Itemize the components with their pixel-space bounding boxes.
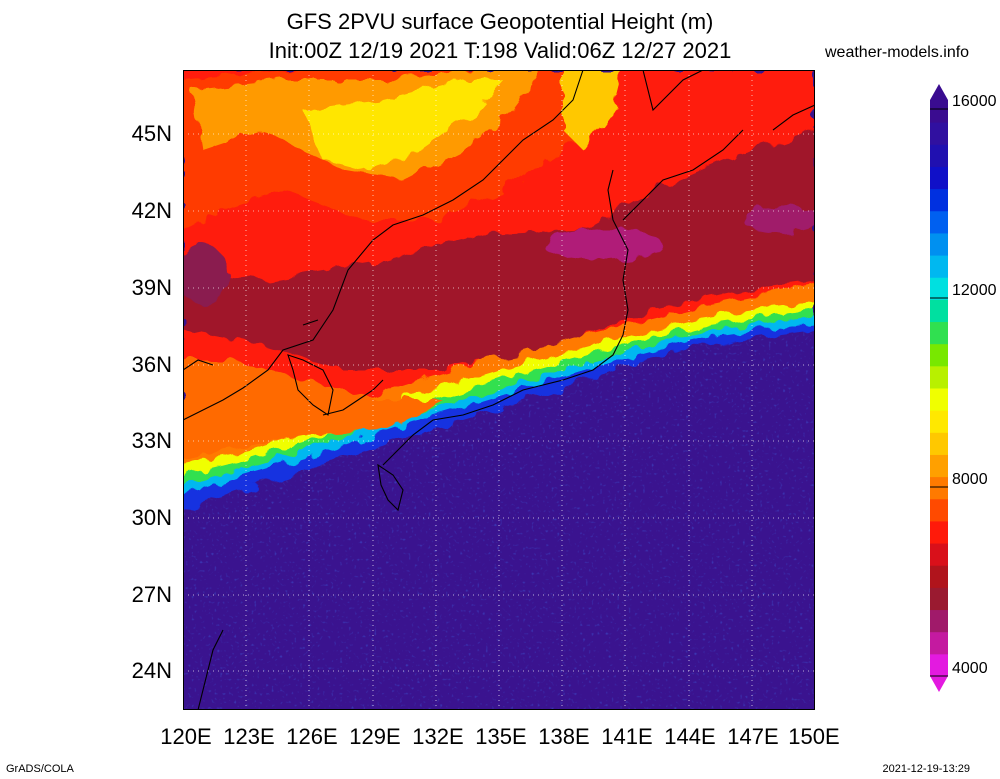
- grid: [183, 70, 815, 710]
- colorbar-swatch: [930, 432, 948, 455]
- map-frame: [183, 70, 815, 710]
- y-tick-label: 45N: [131, 121, 172, 146]
- x-tick-label: 150E: [788, 724, 840, 749]
- colorbar-swatch: [930, 365, 948, 389]
- footer-timestamp: 2021-12-19-13:29: [882, 763, 970, 775]
- x-tick-label: 138E: [538, 724, 590, 749]
- y-tick-label: 42N: [131, 198, 172, 223]
- colorbar-label: 16000: [952, 93, 997, 110]
- colorbar-swatch: [930, 653, 948, 677]
- colorbar: [930, 84, 948, 692]
- colorbar-swatch: [930, 232, 948, 256]
- y-tick-label: 33N: [131, 428, 172, 453]
- colorbar-arrow-top: [930, 84, 948, 100]
- y-tick-label: 27N: [131, 582, 172, 607]
- colorbar-label: 4000: [952, 660, 988, 677]
- colorbar-swatch: [930, 343, 948, 367]
- colorbar-swatch: [930, 498, 948, 522]
- magenta-patch-west: [183, 245, 228, 305]
- colorbar-swatch: [930, 188, 948, 212]
- x-tick-label: 126E: [286, 724, 338, 749]
- colorbar-swatch: [930, 277, 948, 300]
- colorbar-swatch: [930, 520, 948, 544]
- y-tick-label: 39N: [131, 275, 172, 300]
- x-tick-label: 144E: [664, 724, 716, 749]
- colorbar-swatch: [930, 454, 948, 478]
- colorbar-swatch: [930, 166, 948, 190]
- colorbar-swatch: [930, 122, 948, 145]
- chart-title: GFS 2PVU surface Geopotential Height (m): [286, 9, 714, 34]
- site-label: weather-models.info: [825, 44, 970, 61]
- y-tick-label: 36N: [131, 352, 172, 377]
- x-tick-label: 132E: [412, 724, 464, 749]
- map-panel[interactable]: [183, 70, 815, 710]
- x-tick-label: 135E: [475, 724, 527, 749]
- colorbar-label: 12000: [952, 282, 997, 299]
- colorbar-swatch: [930, 565, 948, 588]
- colorbar-label: 8000: [952, 471, 988, 488]
- magenta-patch: [543, 229, 663, 261]
- colorbar-swatch: [930, 609, 948, 633]
- colorbar-swatch: [930, 321, 948, 345]
- northern-yellow-streak: [563, 70, 623, 150]
- northern-yellow-jet: [303, 80, 503, 170]
- footer-software: GrADS/COLA: [6, 763, 74, 775]
- x-tick-label: 141E: [601, 724, 653, 749]
- geopotential-field: [183, 70, 815, 710]
- x-tick-label: 120E: [160, 724, 212, 749]
- colorbar-swatch: [930, 476, 948, 500]
- x-tick-label: 129E: [349, 724, 401, 749]
- colorbar-swatch: [930, 255, 948, 278]
- colorbar-swatch: [930, 631, 948, 655]
- magenta-patch-east: [743, 206, 815, 234]
- x-tick-label: 147E: [727, 724, 779, 749]
- colorbar-swatch: [930, 210, 948, 234]
- colorbar-swatch: [930, 299, 948, 323]
- colorbar-swatch: [930, 144, 948, 167]
- chart-subtitle: Init:00Z 12/19 2021 T:198 Valid:06Z 12/2…: [268, 38, 732, 63]
- x-tick-label: 123E: [223, 724, 275, 749]
- colorbar-swatch: [930, 100, 948, 123]
- colorbar-swatch: [930, 543, 948, 566]
- colorbar-swatch: [930, 587, 948, 611]
- colorbar-swatch: [930, 388, 948, 411]
- y-tick-label: 24N: [131, 658, 172, 683]
- colorbar-arrow-bottom: [930, 676, 948, 692]
- y-tick-label: 30N: [131, 505, 172, 530]
- colorbar-swatch: [930, 410, 948, 433]
